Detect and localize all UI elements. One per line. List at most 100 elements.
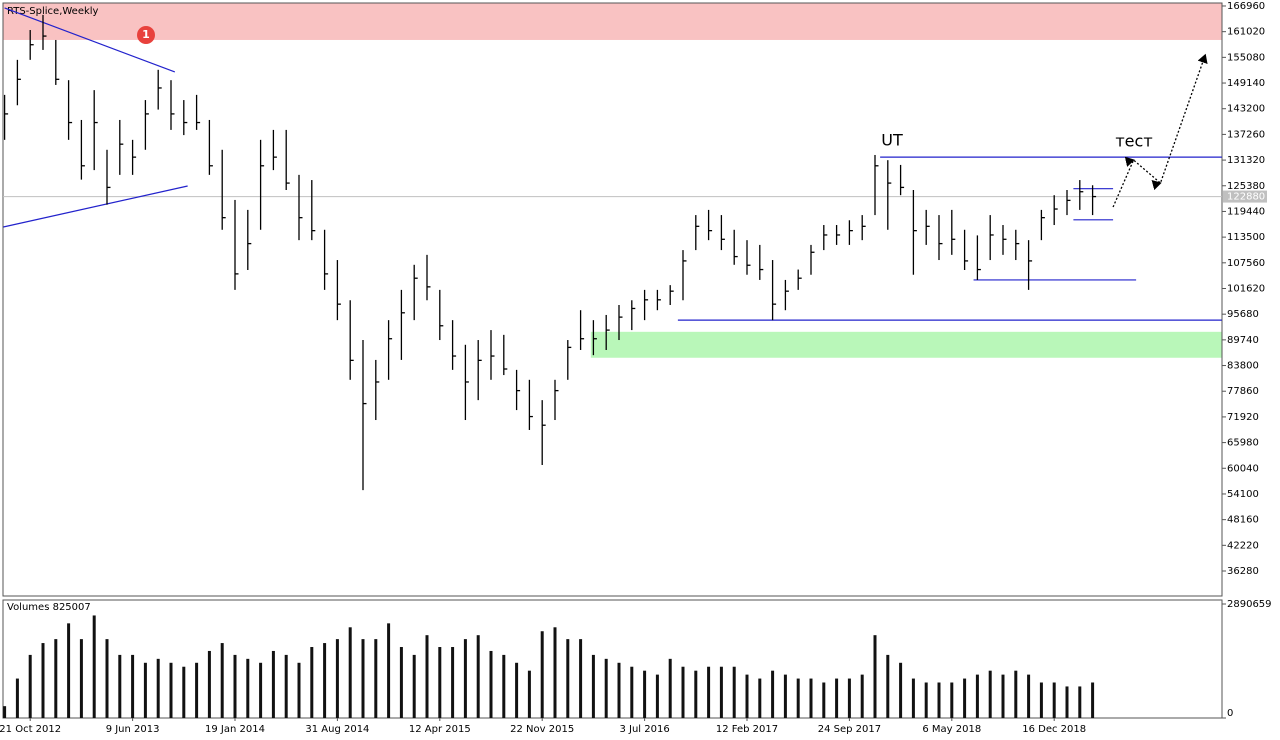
- y-tick-label: 155080: [1227, 52, 1265, 63]
- volume-bar: [860, 674, 864, 718]
- volume-bar: [463, 639, 467, 718]
- volume-bar: [195, 662, 199, 718]
- volume-bar: [79, 639, 83, 718]
- volume-bar: [899, 662, 903, 718]
- volume-bar: [835, 678, 839, 718]
- volume-bar: [655, 674, 659, 718]
- volume-bar: [796, 678, 800, 718]
- volume-bar: [297, 662, 301, 718]
- volume-bar: [54, 639, 58, 718]
- volume-bar: [822, 682, 826, 718]
- zone: [590, 331, 1222, 358]
- volume-bar: [476, 635, 480, 718]
- volume-bar: [643, 670, 647, 718]
- forecast-arrow: [1112, 53, 1208, 208]
- y-tick-label: 149140: [1227, 78, 1265, 89]
- volume-bar: [707, 666, 711, 718]
- y-tick-label: 131320: [1227, 155, 1265, 166]
- volume-bar: [361, 639, 365, 718]
- volume-panel-frame: [2, 599, 1223, 719]
- volume-tick-label: 2890659: [1227, 599, 1272, 610]
- y-tick-label: 137260: [1227, 129, 1265, 140]
- y-tick-label: 42220: [1227, 540, 1259, 551]
- volume-label: Volumes 825007: [7, 602, 91, 613]
- volume-bar: [771, 670, 775, 718]
- volume-bar: [527, 670, 531, 718]
- volume-bar: [271, 650, 275, 718]
- volume-bar: [92, 615, 96, 718]
- x-tick-label: 12 Feb 2017: [716, 724, 778, 735]
- x-tick-label: 12 Apr 2015: [409, 724, 471, 735]
- annotation-ut: UT: [881, 131, 903, 150]
- volume-bar: [323, 643, 327, 718]
- volume-bar: [809, 678, 813, 718]
- volume-bar: [847, 678, 851, 718]
- volume-bar: [732, 666, 736, 718]
- volume-bar: [118, 654, 122, 718]
- x-tick-label: 31 Aug 2014: [305, 724, 369, 735]
- volume-bar: [604, 658, 608, 718]
- volume-bar: [566, 639, 570, 718]
- x-tick-label: 9 Jun 2013: [106, 724, 160, 735]
- y-tick-label: 36280: [1227, 566, 1259, 577]
- volume-bar: [963, 678, 967, 718]
- volume-bar: [1065, 686, 1069, 718]
- volume-bar: [950, 682, 954, 718]
- volume-bar: [335, 639, 339, 718]
- volume-bar: [681, 666, 685, 718]
- volume-bar: [758, 678, 762, 718]
- x-tick-label: 19 Jan 2014: [205, 724, 265, 735]
- y-tick-label: 60040: [1227, 463, 1259, 474]
- volume-bar: [387, 623, 391, 718]
- volume-bar: [246, 658, 250, 718]
- volume-bar: [591, 654, 595, 718]
- y-tick-label: 113500: [1227, 232, 1265, 243]
- volume-bar: [924, 682, 928, 718]
- volume-bar: [489, 650, 493, 718]
- y-tick-label: 54100: [1227, 489, 1259, 500]
- volume-bar: [412, 654, 416, 718]
- volume-bar: [553, 627, 557, 718]
- y-tick-label: 107560: [1227, 258, 1265, 269]
- volume-bar: [1091, 682, 1095, 718]
- volume-bar: [719, 666, 723, 718]
- volume-bar: [783, 674, 787, 718]
- volume-bar: [310, 647, 314, 718]
- volume-bar: [399, 647, 403, 718]
- volume-bar: [220, 643, 224, 718]
- volume-bar: [284, 654, 288, 718]
- volume-bar: [886, 654, 890, 718]
- volume-bar: [182, 666, 186, 718]
- volume-bar: [207, 650, 211, 718]
- x-tick-label: 3 Jul 2016: [619, 724, 669, 735]
- x-tick-label: 21 Oct 2012: [0, 724, 61, 735]
- zones: [3, 3, 1222, 358]
- y-tick-label: 77860: [1227, 386, 1259, 397]
- volume-bar: [425, 635, 429, 718]
- volume-bar: [233, 654, 237, 718]
- volume-bar: [348, 627, 352, 718]
- volume-bar: [937, 682, 941, 718]
- volume-bar: [451, 647, 455, 718]
- y-tick-label: 95680: [1227, 309, 1259, 320]
- volume-bar: [873, 635, 877, 718]
- volume-bar: [515, 662, 519, 718]
- y-tick-label: 65980: [1227, 438, 1259, 449]
- zone: [3, 3, 1222, 40]
- x-tick-label: 22 Nov 2015: [510, 724, 574, 735]
- volume-bar: [1027, 674, 1031, 718]
- volume-bar: [169, 662, 173, 718]
- volume-bar: [259, 662, 263, 718]
- y-tick-label: 83800: [1227, 361, 1259, 372]
- y-tick-label: 166960: [1227, 1, 1265, 12]
- volume-bar: [15, 678, 19, 718]
- volume-bar: [1014, 670, 1018, 718]
- volume-bar: [67, 623, 71, 718]
- volume-bar: [975, 674, 979, 718]
- x-tick-label: 16 Dec 2018: [1022, 724, 1086, 735]
- annotation-test: тест: [1115, 132, 1152, 151]
- price-panel-frame: [2, 2, 1223, 597]
- volume-bar: [438, 647, 442, 718]
